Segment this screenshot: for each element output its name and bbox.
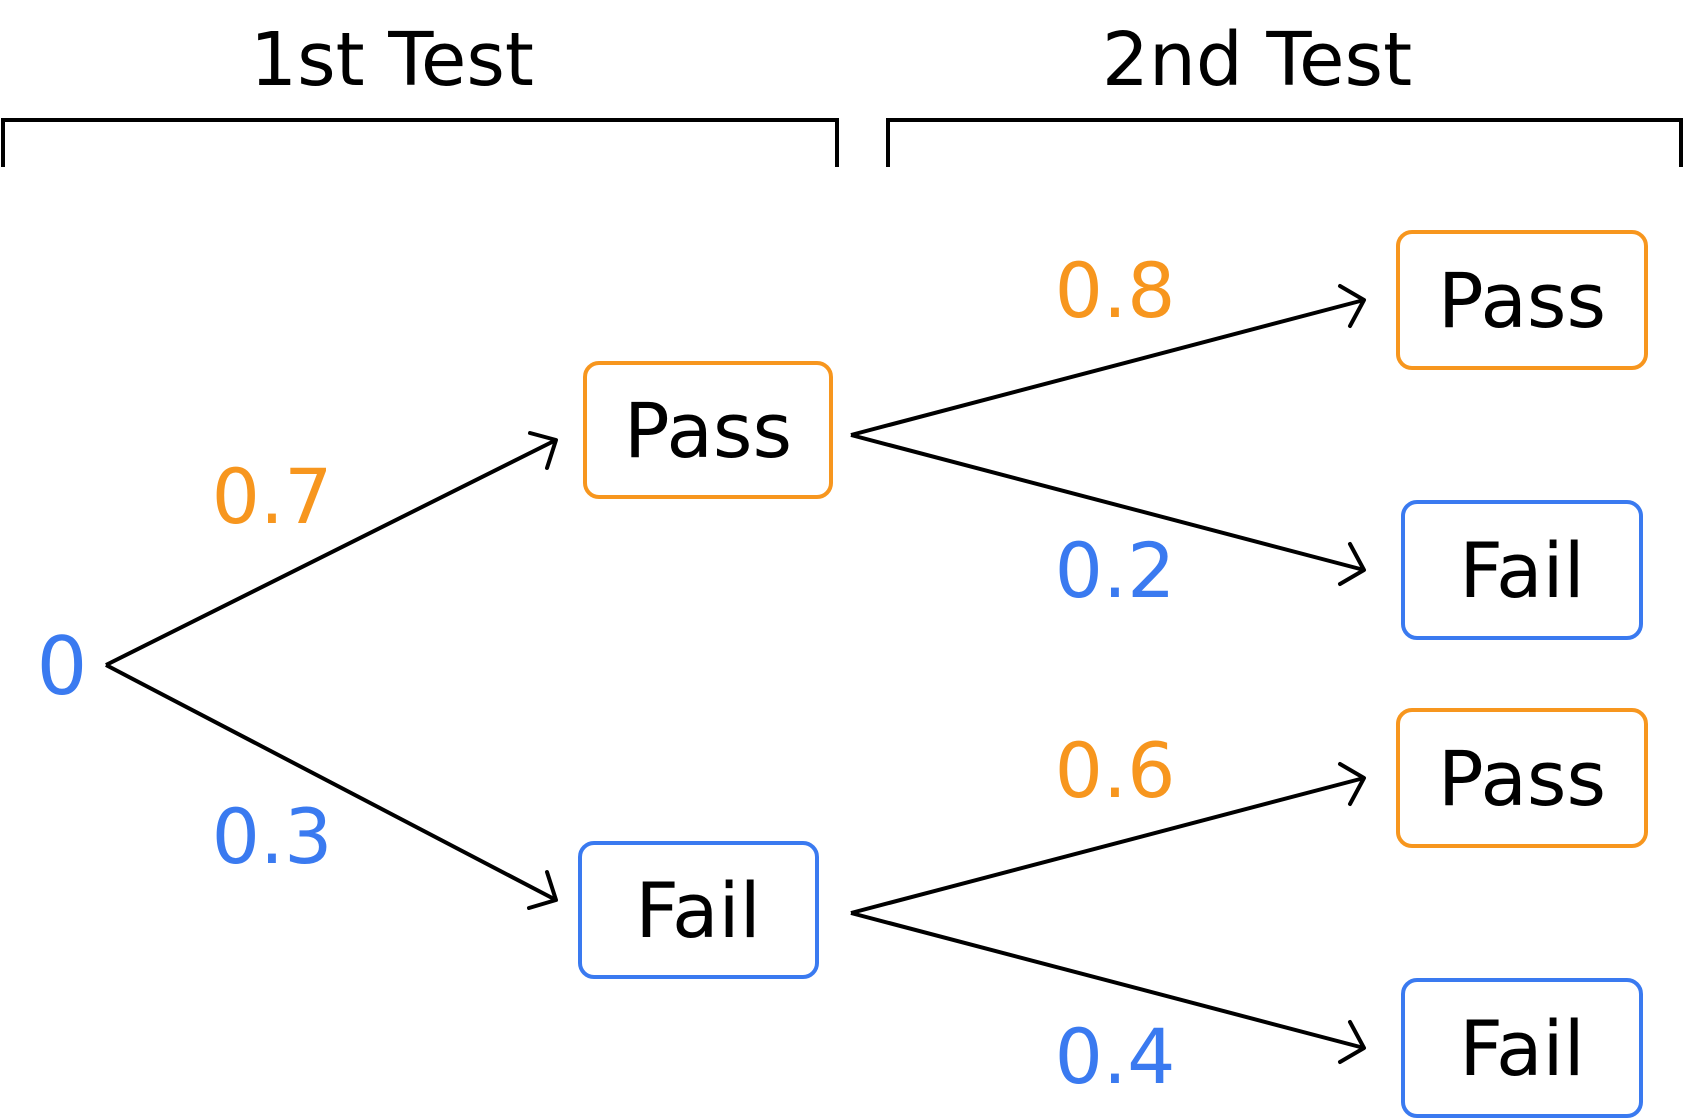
bracket-second-test <box>886 118 1683 167</box>
arrowhead-fail-to-fail <box>1338 1020 1366 1064</box>
prob-first-pass: 0.7 <box>212 452 333 541</box>
edge-pass-to-fail <box>850 433 1365 572</box>
node-first-pass: Pass <box>583 361 833 499</box>
node-first-fail-box <box>578 841 819 979</box>
edge-root-to-fail <box>105 663 557 902</box>
arrowhead-root-to-pass <box>528 431 558 470</box>
prob-after-pass-fail: 0.2 <box>1055 526 1176 615</box>
node-after-pass-fail: Fail <box>1401 500 1643 640</box>
edge-root-to-pass <box>105 438 557 667</box>
prob-first-fail: 0.3 <box>212 792 333 881</box>
node-after-fail-pass: Pass <box>1396 708 1648 848</box>
node-after-fail-fail: Fail <box>1401 978 1643 1118</box>
node-first-fail: Fail <box>578 841 819 979</box>
node-after-pass-pass-label: Pass <box>1438 256 1606 345</box>
node-after-fail-fail-label: Fail <box>1459 1004 1585 1093</box>
header-second-test: 2nd Test <box>1102 17 1412 103</box>
node-first-pass-box <box>583 361 833 499</box>
edge-pass-to-pass <box>850 298 1365 437</box>
arrowhead-pass-to-fail <box>1338 542 1366 586</box>
node-after-fail-pass-box <box>1396 708 1648 848</box>
node-after-pass-fail-box <box>1401 500 1643 640</box>
node-after-fail-pass-label: Pass <box>1438 734 1606 823</box>
prob-after-fail-pass: 0.6 <box>1055 726 1176 815</box>
root-label: 0 <box>37 620 88 713</box>
arrowhead-pass-to-pass <box>1338 284 1366 328</box>
node-first-fail-label: Fail <box>635 866 761 955</box>
prob-after-fail-fail: 0.4 <box>1055 1012 1176 1101</box>
edge-fail-to-fail <box>850 911 1365 1050</box>
prob-after-pass-pass: 0.8 <box>1055 246 1176 335</box>
arrowhead-fail-to-pass <box>1338 762 1366 806</box>
node-first-pass-label: Pass <box>624 386 792 475</box>
edge-fail-to-pass <box>850 776 1365 915</box>
arrowhead-root-to-fail <box>527 870 558 910</box>
node-after-pass-pass-box <box>1396 230 1648 370</box>
header-first-test: 1st Test <box>250 17 534 103</box>
node-after-fail-fail-box <box>1401 978 1643 1118</box>
node-after-pass-fail-label: Fail <box>1459 526 1585 615</box>
bracket-first-test <box>1 118 839 167</box>
node-after-pass-pass: Pass <box>1396 230 1648 370</box>
